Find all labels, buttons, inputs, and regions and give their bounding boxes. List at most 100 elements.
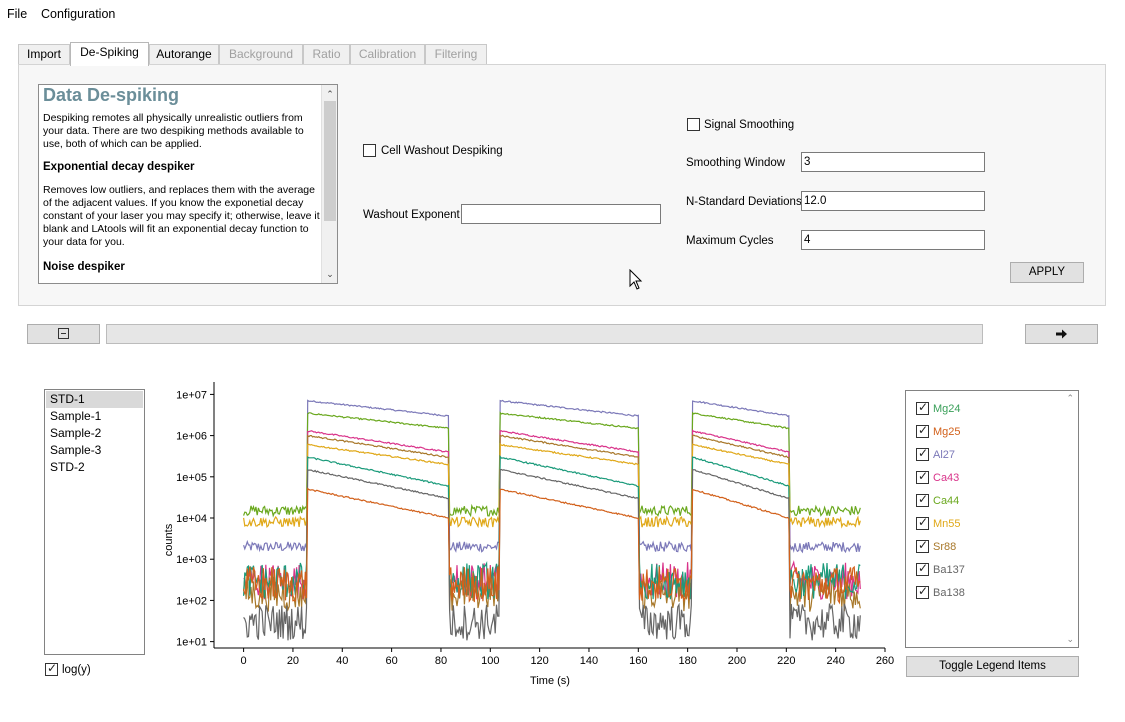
x-tick-label: 240 [826, 655, 844, 667]
series-line-ca43 [243, 429, 861, 600]
legend-checkbox[interactable] [916, 469, 929, 484]
tab-filtering[interactable]: Filtering [425, 44, 487, 65]
signal-smoothing-label: Signal Smoothing [704, 119, 795, 131]
legend-checkbox[interactable] [916, 446, 929, 461]
help-text-box[interactable]: Data De-spiking Despiking remotes all ph… [38, 84, 338, 284]
max-cycles-label: Maximum Cycles [686, 235, 774, 247]
sample-list[interactable]: STD-1 Sample-1 Sample-2 Sample-3 STD-2 [44, 389, 145, 655]
legend-label: Mn55 [933, 518, 961, 530]
list-item[interactable]: Sample-2 [50, 426, 102, 440]
legend-checkbox[interactable] [916, 561, 929, 576]
next-button[interactable] [1025, 324, 1098, 344]
log-y-label: log(y) [62, 664, 91, 676]
help-scrollbar[interactable]: ⌃ ⌄ [321, 85, 337, 283]
scroll-thumb[interactable] [324, 101, 336, 221]
nstd-input[interactable] [801, 191, 985, 211]
y-tick-label: 1e+06 [176, 431, 207, 443]
legend-checkbox[interactable] [916, 492, 929, 507]
help-section1-text: Removes low outliers, and replaces them … [43, 184, 320, 248]
smoothing-window-label: Smoothing Window [686, 157, 786, 169]
help-title: Data De-spiking [43, 85, 180, 105]
tab-background[interactable]: Background [219, 44, 303, 65]
series-line-ba138 [243, 468, 861, 641]
x-tick-label: 0 [241, 655, 247, 667]
menu-configuration[interactable]: Configuration [41, 7, 116, 21]
cell-washout-checkbox[interactable] [363, 144, 376, 157]
x-tick-label: 200 [728, 655, 746, 667]
progress-bar [106, 324, 983, 344]
series-line-sr88 [243, 434, 861, 612]
legend-panel[interactable]: Mg24 Mg25 Al27 Ca43 Ca44 Mn55 Sr88 Ba137 Ba138 ⌃… [905, 390, 1079, 648]
y-tick-label: 1e+07 [176, 389, 207, 401]
nstd-label: N-Standard Deviations [686, 196, 802, 208]
series-line-mg25 [243, 487, 861, 605]
legend-label: Mg24 [933, 403, 961, 415]
series-line-mn55 [243, 442, 861, 529]
tab-calibration[interactable]: Calibration [350, 44, 425, 65]
help-section2-title: Noise despiker [43, 261, 125, 273]
legend-checkbox[interactable] [916, 423, 929, 438]
x-tick-label: 140 [580, 655, 598, 667]
menu-file[interactable]: File [7, 7, 28, 21]
minus-box-icon [57, 328, 69, 339]
legend-label: Ca43 [933, 472, 960, 484]
scroll-down-icon[interactable]: ⌄ [326, 269, 334, 279]
list-item[interactable]: Sample-3 [50, 443, 102, 457]
tab-ratio[interactable]: Ratio [303, 44, 350, 65]
signal-chart[interactable]: 0 20 40 60 80 100 120 140 160 180 200 220 240 260 1e+0… [150, 370, 895, 695]
signal-smoothing-checkbox[interactable] [687, 118, 700, 131]
arrow-right-icon [1055, 329, 1067, 339]
legend-checkbox[interactable] [916, 584, 929, 599]
tab-despiking[interactable]: De-Spiking [70, 42, 149, 66]
y-tick-label: 1e+01 [176, 637, 207, 649]
washout-exponent-input[interactable] [461, 204, 661, 224]
mouse-cursor-icon [629, 269, 643, 290]
legend-label: Mg25 [933, 426, 961, 438]
y-tick-label: 1e+03 [176, 554, 207, 566]
legend-scroll-down-icon[interactable]: ⌄ [1066, 634, 1074, 644]
x-tick-label: 220 [777, 655, 795, 667]
list-item[interactable]: STD-1 [46, 391, 143, 408]
scroll-up-icon[interactable]: ⌃ [326, 89, 334, 99]
y-tick-label: 1e+05 [176, 472, 207, 484]
legend-label: Al27 [933, 449, 956, 461]
x-axis-label: Time (s) [530, 675, 570, 687]
cell-washout-label: Cell Washout Despiking [381, 145, 503, 157]
x-tick-label: 80 [435, 655, 447, 667]
tab-import[interactable]: Import [18, 44, 70, 65]
series-line-al27 [243, 399, 861, 554]
previous-button[interactable] [27, 324, 100, 344]
legend-label: Ba138 [933, 587, 965, 599]
legend-label: Sr88 [933, 541, 957, 553]
y-axis-label: counts [163, 523, 175, 556]
chart-axes: 0 20 40 60 80 100 120 140 160 180 200 220 240 260 1e+0… [176, 382, 894, 667]
y-tick-label: 1e+04 [176, 513, 207, 525]
legend-checkbox[interactable] [916, 515, 929, 530]
x-tick-label: 40 [336, 655, 348, 667]
y-tick-label: 1e+02 [176, 595, 207, 607]
toggle-legend-items-button[interactable]: Toggle Legend Items [906, 656, 1079, 677]
x-tick-label: 100 [481, 655, 499, 667]
series-line-ca44 [243, 411, 861, 518]
legend-scroll-up-icon[interactable]: ⌃ [1066, 393, 1074, 403]
x-tick-label: 260 [876, 655, 894, 667]
smoothing-window-input[interactable] [801, 152, 985, 172]
help-section1-title: Exponential decay despiker [43, 161, 195, 173]
legend-label: Ba137 [933, 564, 965, 576]
washout-exponent-label: Washout Exponent [363, 209, 460, 221]
x-tick-label: 180 [678, 655, 696, 667]
help-intro: Despiking remotes all physically unreali… [43, 112, 304, 150]
plot-lines [243, 399, 861, 641]
x-tick-label: 20 [287, 655, 299, 667]
log-y-checkbox[interactable] [45, 661, 58, 676]
max-cycles-input[interactable] [801, 230, 985, 250]
legend-label: Ca44 [933, 495, 960, 507]
list-item[interactable]: STD-2 [50, 460, 85, 474]
tab-autorange[interactable]: Autorange [149, 44, 219, 65]
list-item[interactable]: Sample-1 [50, 409, 102, 423]
legend-checkbox[interactable] [916, 538, 929, 553]
series-line-mg24 [243, 454, 861, 601]
apply-button[interactable]: APPLY [1010, 262, 1084, 283]
legend-checkbox[interactable] [916, 400, 929, 415]
x-tick-label: 120 [530, 655, 548, 667]
